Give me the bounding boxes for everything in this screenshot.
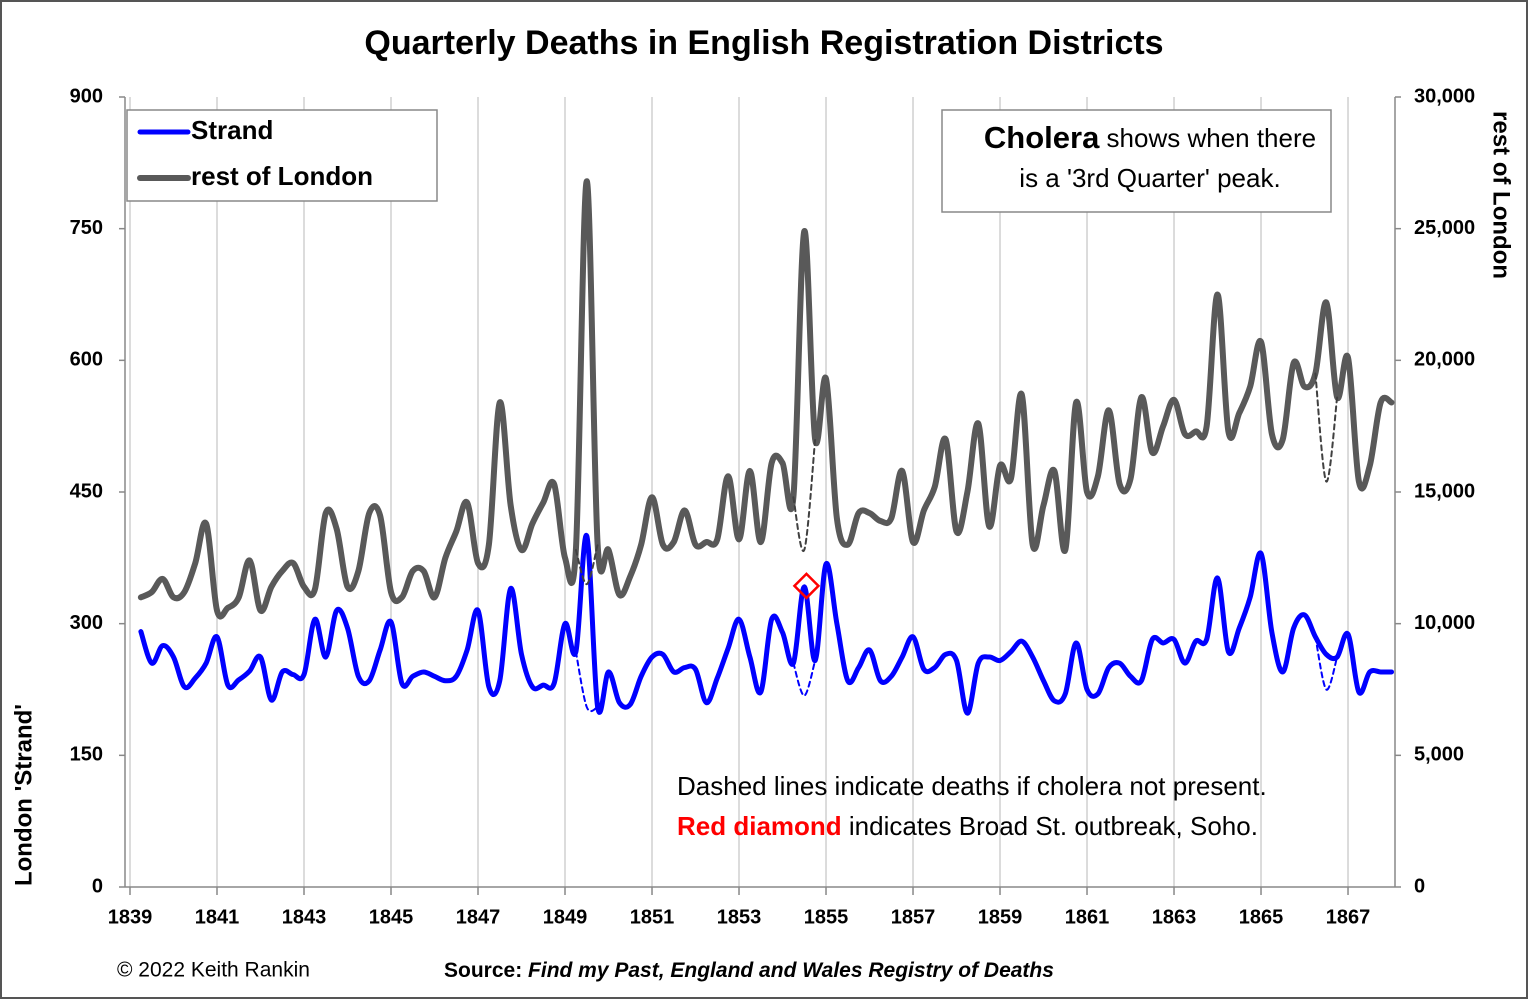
- y-tick-label: 150: [70, 744, 103, 766]
- annotation-text: shows when there: [1099, 123, 1316, 153]
- y2-tick-label: 15,000: [1414, 480, 1475, 502]
- legend-box: [126, 109, 438, 202]
- x-tick-label: 1863: [1152, 906, 1197, 928]
- series-line: [138, 533, 1395, 716]
- note: Red diamond indicates Broad St. outbreak…: [677, 811, 1258, 841]
- series-line: [137, 178, 1395, 620]
- x-tick-label: 1859: [978, 906, 1023, 928]
- y2-axis-title: rest of London: [1488, 111, 1515, 279]
- x-tick-label: 1861: [1065, 906, 1110, 928]
- x-tick-label: 1857: [891, 906, 936, 928]
- annotation-bold: Cholera: [984, 120, 1100, 155]
- note: Dashed lines indicate deaths if cholera …: [677, 771, 1267, 801]
- x-tick-label: 1853: [717, 906, 762, 928]
- y2-tick-label: 10,000: [1414, 612, 1475, 634]
- dashed-line: [574, 372, 1339, 586]
- x-tick-label: 1867: [1326, 906, 1371, 928]
- y-tick-label: 0: [92, 875, 103, 897]
- x-tick-label: 1843: [282, 906, 327, 928]
- copyright: © 2022 Keith Rankin: [117, 959, 310, 982]
- x-tick-label: 1851: [630, 906, 675, 928]
- x-tick-label: 1865: [1239, 906, 1284, 928]
- y2-tick-label: 5,000: [1414, 744, 1464, 766]
- y2-tick-label: 0: [1414, 875, 1425, 897]
- legend-label: rest of London: [191, 161, 373, 191]
- y-tick-label: 900: [70, 85, 103, 107]
- x-tick-label: 1855: [804, 906, 849, 928]
- source-text: Find my Past, England and Wales Registry…: [528, 959, 1054, 982]
- source: Source: Find my Past, England and Wales …: [444, 959, 1054, 982]
- y2-tick-label: 30,000: [1414, 85, 1475, 107]
- legend-label: Strand: [191, 115, 273, 145]
- y-tick-label: 600: [70, 349, 103, 371]
- plot-area: 1839 1841 1843 1845 1847 1849 1851 1853 1855 1857…: [70, 85, 1476, 928]
- chart-title: Quarterly Deaths in English Registration…: [364, 24, 1163, 62]
- source-label: Source:: [444, 959, 522, 982]
- annotation-box: [941, 109, 1332, 213]
- x-tick-label: 1849: [543, 906, 588, 928]
- x-tick-label: 1845: [369, 906, 414, 928]
- y2-tick-label: 25,000: [1414, 217, 1475, 239]
- x-tick-label: 1839: [108, 906, 153, 928]
- x-tick-label: 1841: [195, 906, 240, 928]
- y-tick-label: 300: [70, 612, 103, 634]
- annotation-line: Cholera shows when there: [984, 120, 1316, 155]
- x-tick-label: 1847: [456, 906, 501, 928]
- note-text: indicates Broad St. outbreak, Soho.: [842, 811, 1258, 841]
- y-tick-label: 750: [70, 217, 103, 239]
- dashed-line: [574, 635, 1339, 713]
- red-diamond: [792, 572, 821, 600]
- note-red: Red diamond: [677, 811, 842, 841]
- annotation-line: is a '3rd Quarter' peak.: [1019, 163, 1280, 193]
- y-axis-title: London 'Strand': [10, 704, 37, 886]
- y2-tick-label: 20,000: [1414, 349, 1475, 371]
- y-tick-label: 450: [70, 480, 103, 502]
